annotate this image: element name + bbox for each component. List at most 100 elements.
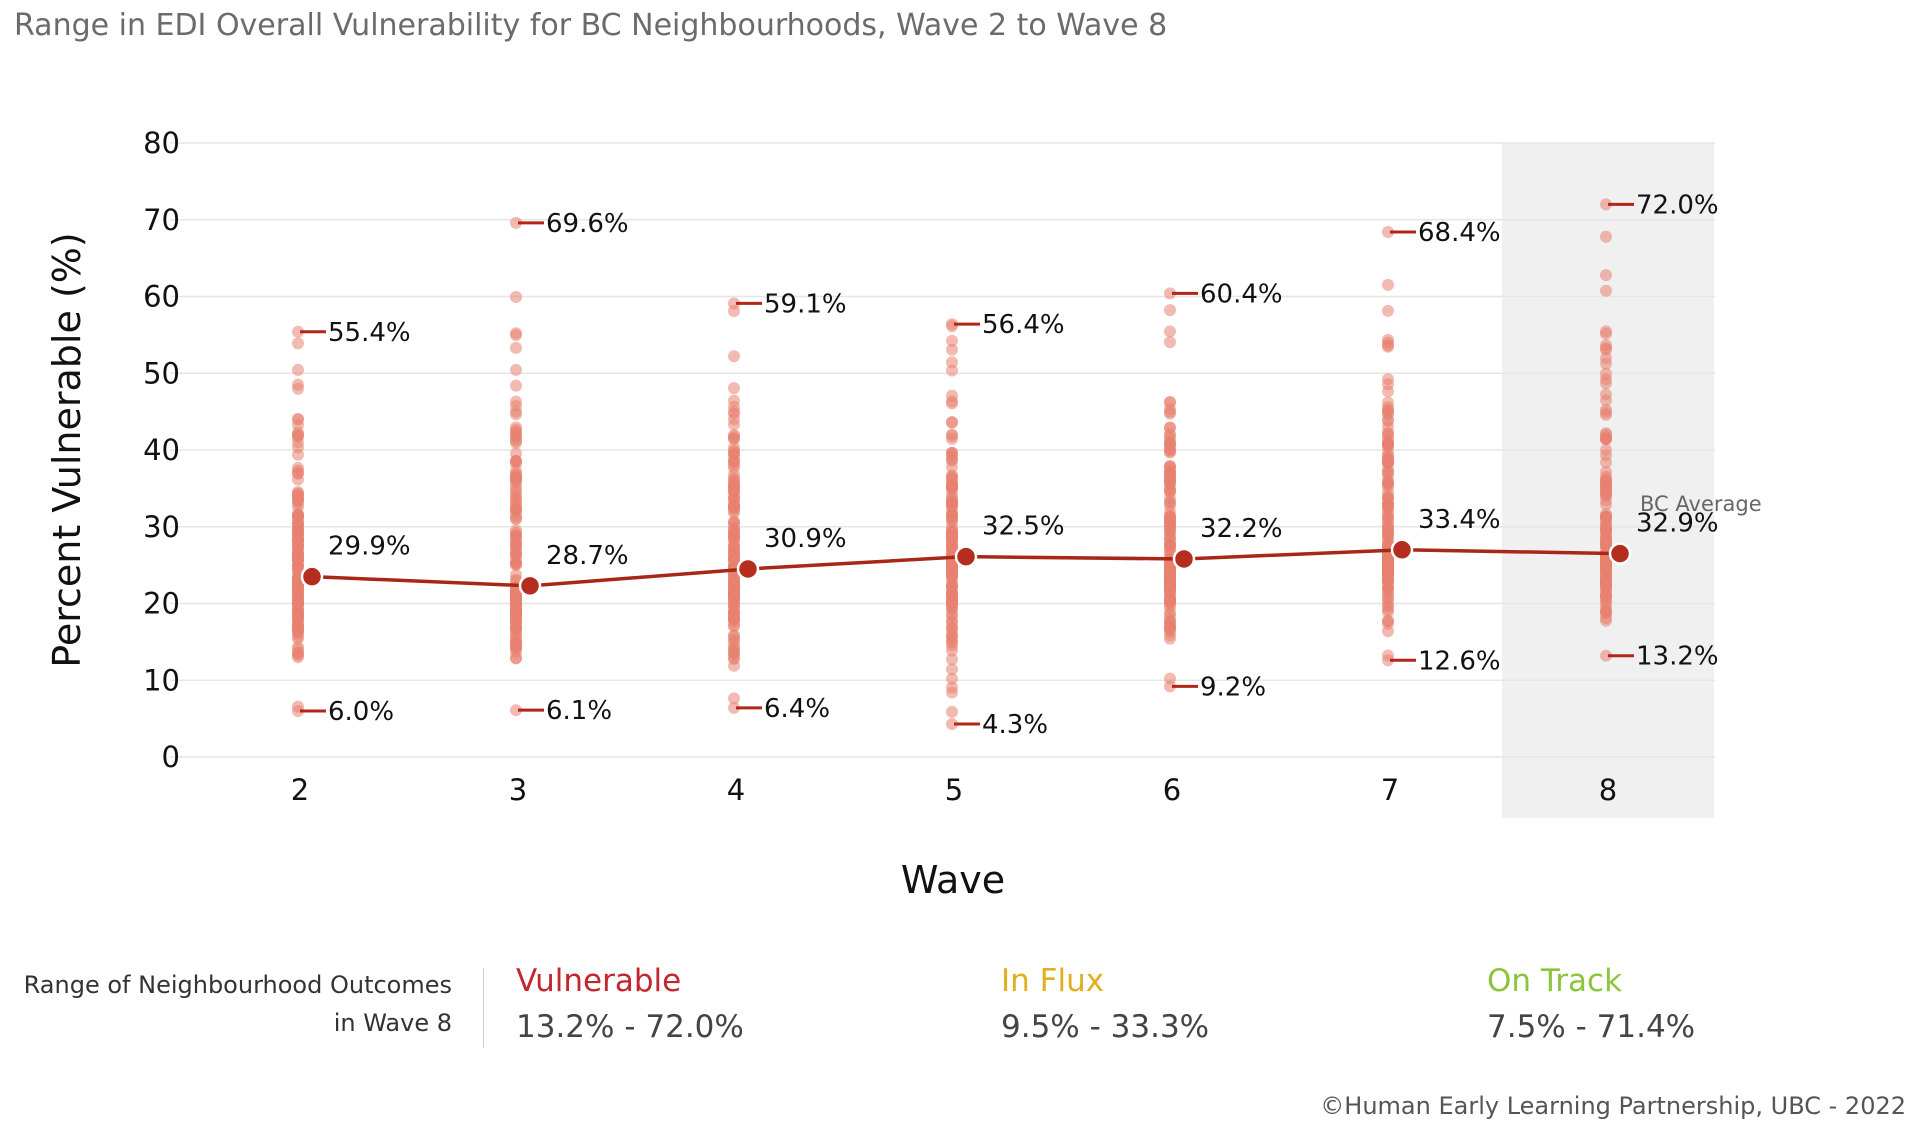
average-label-wave-5: 32.5% [982, 512, 1065, 542]
neighbourhood-point [946, 717, 958, 730]
neighbourhood-point [1600, 428, 1612, 441]
neighbourhood-point [728, 620, 740, 633]
neighbourhood-point [1164, 632, 1176, 645]
neighbourhood-point [946, 574, 958, 587]
y-tick-label-0: 0 [162, 740, 180, 774]
average-marker-wave-5 [954, 545, 978, 568]
average-marker-wave-6 [1172, 547, 1196, 571]
neighbourhood-point [1382, 476, 1394, 489]
neighbourhood-point [510, 609, 522, 622]
max-label-wave-8: 72.0% [1636, 190, 1719, 220]
max-label-wave-6: 60.4% [1200, 279, 1283, 309]
neighbourhood-point [510, 704, 522, 717]
neighbourhood-point [1600, 558, 1612, 571]
neighbourhood-point [1600, 327, 1612, 340]
neighbourhood-point [946, 343, 958, 356]
neighbourhood-point [728, 506, 740, 519]
neighbourhood-point [510, 513, 522, 526]
neighbourhood-point [1382, 373, 1394, 386]
neighbourhood-point [728, 629, 740, 642]
neighbourhood-point [728, 472, 740, 485]
outcome-in-flux: In Flux 9.5% - 33.3% [1001, 958, 1209, 1050]
neighbourhood-point [728, 418, 740, 431]
y-tick-labels: 0 10 20 30 40 50 60 70 80 [143, 126, 180, 774]
neighbourhood-point [1164, 336, 1176, 349]
neighbourhood-point [946, 672, 958, 685]
neighbourhood-point [946, 429, 958, 442]
average-marker-wave-8 [1608, 542, 1632, 565]
neighbourhood-point [1382, 603, 1394, 616]
average-label-wave-8: 32.9% [1636, 509, 1719, 539]
neighbourhood-point [1164, 429, 1176, 442]
outcome-vulnerable-range: 13.2% - 72.0% [516, 1009, 744, 1045]
y-tick-label-10: 10 [143, 663, 180, 697]
neighbourhood-point [728, 538, 740, 551]
neighbourhood-point [292, 363, 304, 376]
neighbourhood-point [1382, 226, 1394, 239]
neighbourhood-point [1600, 494, 1612, 507]
neighbourhood-point [728, 701, 740, 714]
max-label-wave-2: 55.4% [328, 318, 411, 348]
neighbourhood-point [1164, 593, 1176, 606]
outcome-in-flux-range: 9.5% - 33.3% [1001, 1009, 1210, 1045]
neighbourhood-point [292, 537, 304, 550]
neighbourhood-point [1382, 506, 1394, 519]
neighbourhood-point [1600, 480, 1612, 493]
average-label-wave-2: 29.9% [328, 532, 411, 562]
neighbourhood-point [510, 557, 522, 570]
average-label-wave-3: 28.7% [546, 541, 629, 571]
neighbourhood-point [1164, 421, 1176, 434]
neighbourhood-point [1382, 278, 1394, 291]
y-tick-label-70: 70 [143, 203, 180, 237]
max-label-wave-7: 68.4% [1418, 218, 1501, 248]
neighbourhood-point [1382, 614, 1394, 627]
neighbourhood-point [510, 652, 522, 665]
neighbourhood-point [946, 603, 958, 616]
neighbourhood-point [946, 520, 958, 533]
neighbourhood-point [946, 509, 958, 522]
outcome-vulnerable-label: Vulnerable [516, 963, 682, 999]
neighbourhood-point [1164, 520, 1176, 533]
neighbourhood-point [1600, 611, 1612, 624]
neighbourhood-point [1382, 532, 1394, 545]
legend-caption-line1: Range of Neighbourhood Outcomes [23, 971, 452, 999]
data-labels: 29.9% 55.4% 6.0% 28.7% 69.6% 6.1% 30.9% 59.1% 6.… [328, 190, 1719, 740]
neighbourhood-point [510, 341, 522, 354]
neighbourhood-point [1164, 477, 1176, 490]
neighbourhood-point [728, 429, 740, 442]
neighbourhood-point [946, 416, 958, 429]
average-line [300, 538, 1632, 598]
neighbourhood-point [1600, 585, 1612, 598]
neighbourhood-point [1382, 589, 1394, 602]
neighbourhood-point [1382, 520, 1394, 533]
neighbourhood-point [946, 496, 958, 509]
neighbourhood-point [1164, 325, 1176, 338]
max-label-wave-4: 59.1% [764, 289, 847, 319]
min-label-wave-5: 4.3% [982, 710, 1048, 740]
min-label-wave-7: 12.6% [1418, 646, 1501, 676]
y-tick-label-50: 50 [143, 356, 180, 390]
x-tick-label-6: 6 [1163, 773, 1181, 807]
neighbourhood-point [510, 483, 522, 496]
neighbourhood-point [1382, 625, 1394, 638]
neighbourhood-point [946, 705, 958, 718]
neighbourhood-point [946, 616, 958, 629]
neighbourhood-point [510, 395, 522, 408]
neighbourhood-point [510, 568, 522, 581]
neighbourhood-point [292, 426, 304, 439]
min-label-wave-4: 6.4% [764, 694, 830, 724]
neighbourhood-point [1382, 421, 1394, 434]
neighbourhood-point [946, 334, 958, 347]
x-tick-label-3: 3 [509, 773, 527, 807]
neighbourhood-point [946, 389, 958, 402]
neighbourhood-point [946, 454, 958, 467]
neighbourhood-point [1164, 620, 1176, 633]
neighbourhood-point [728, 305, 740, 318]
neighbourhood-point [1600, 406, 1612, 419]
neighbourhood-point [510, 538, 522, 551]
legend-caption-line2: in Wave 8 [333, 1009, 452, 1037]
neighbourhood-point [728, 611, 740, 624]
neighbourhood-point [292, 325, 304, 338]
neighbourhood-point [1600, 443, 1612, 456]
neighbourhood-point [728, 407, 740, 420]
